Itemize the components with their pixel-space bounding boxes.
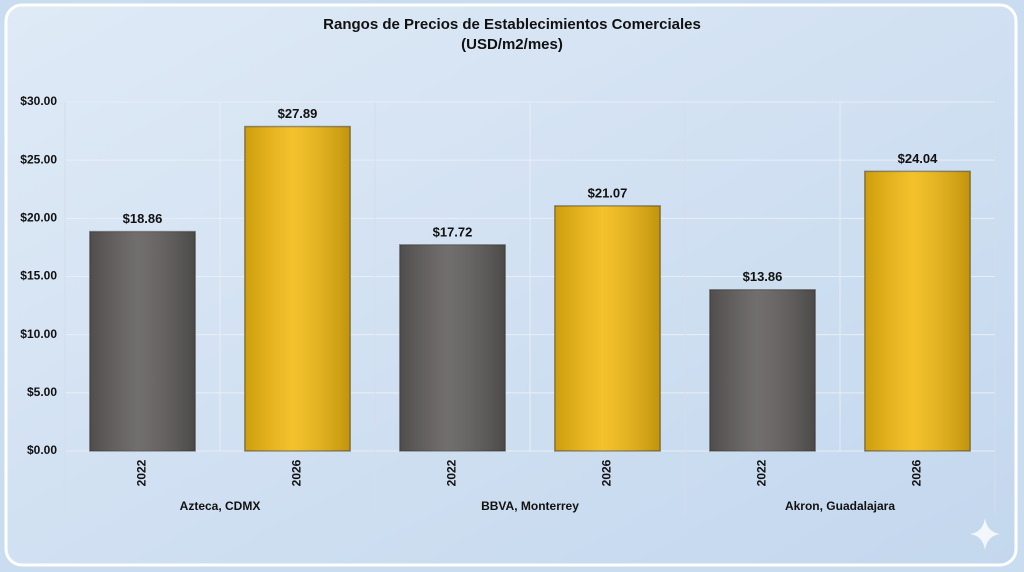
y-tick-label: $15.00 [20,269,57,283]
data-label: $17.72 [433,224,473,239]
bar-shade [864,171,971,452]
y-tick-label: $10.00 [20,327,57,341]
chart-subtitle: (USD/m2/mes) [461,36,563,53]
group-label: Azteca, CDMX [180,499,261,513]
data-label: $24.04 [898,151,939,166]
data-label: $27.89 [278,106,318,121]
x-tick-label: 2022 [445,459,459,486]
chart-title: Rangos de Precios de Establecimientos Co… [323,16,701,33]
group-label: BBVA, Monterrey [481,499,579,513]
sparkle-icon [970,518,1000,550]
x-tick-label: 2026 [910,459,924,486]
y-tick-label: $25.00 [20,152,57,166]
data-label: $18.86 [123,211,163,226]
y-tick-label: $5.00 [27,385,57,399]
y-tick-label: $0.00 [27,443,57,457]
bar-shade [89,231,196,451]
bar-shade [244,126,351,452]
y-tick-label: $30.00 [20,94,57,108]
bar-shade [554,205,661,451]
x-tick-label: 2022 [135,459,149,486]
x-tick-label: 2022 [755,459,769,486]
y-tick-label: $20.00 [20,211,57,225]
bar-shade [709,289,816,451]
group-label: Akron, Guadalajara [785,499,895,513]
x-tick-label: 2026 [290,459,304,486]
bar-shade [399,244,506,451]
data-label: $13.86 [743,269,783,284]
x-tick-label: 2026 [600,459,614,486]
data-label: $21.07 [588,185,628,200]
